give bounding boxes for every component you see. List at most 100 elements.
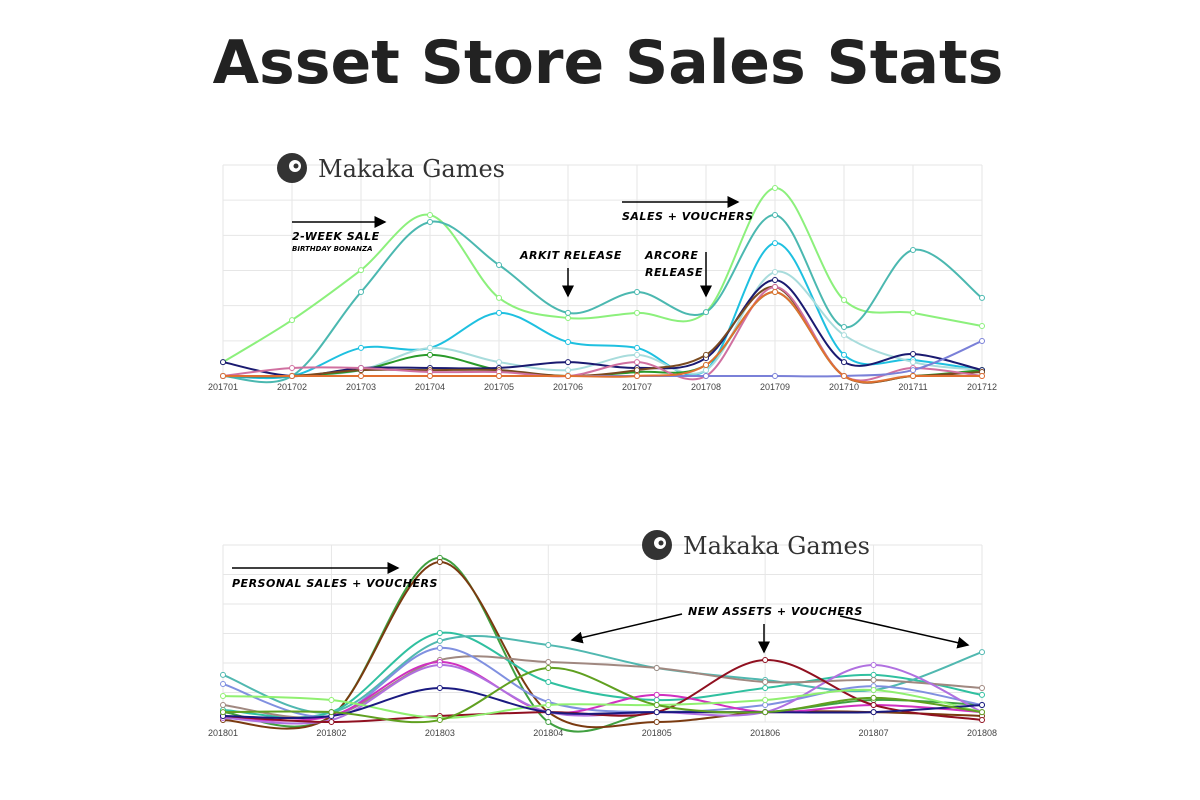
series-line (222, 660, 983, 722)
point (289, 373, 295, 379)
annotation: PERSONAL SALES + VOUCHERS (232, 577, 438, 590)
point (634, 373, 640, 379)
annotation: BIRTHDAY BONANZA (292, 245, 373, 253)
series-line (222, 631, 983, 719)
logo-text: Makaka Games (683, 532, 870, 560)
point (910, 373, 916, 379)
point (979, 294, 985, 301)
x-tick-label: 201703 (346, 382, 376, 392)
point (565, 367, 571, 374)
point (436, 685, 443, 692)
point (220, 671, 226, 678)
point (328, 697, 335, 704)
point (772, 289, 778, 296)
point (634, 309, 640, 316)
point (436, 662, 443, 669)
x-tick-label: 201704 (415, 382, 445, 392)
point (545, 702, 552, 709)
point (653, 702, 660, 709)
point (565, 359, 571, 366)
point (703, 362, 709, 369)
logo-icon (658, 540, 664, 546)
x-tick-label: 201709 (760, 382, 790, 392)
point (979, 717, 985, 724)
point (870, 671, 877, 678)
x-tick-label: 201711 (898, 382, 927, 392)
x-tick-label: 201802 (316, 728, 346, 738)
annotation-arrow (570, 613, 683, 644)
point (910, 309, 916, 316)
point (565, 339, 571, 346)
point (772, 184, 778, 191)
logo-text: Makaka Games (318, 155, 505, 183)
annotation: ARKIT RELEASE (519, 249, 622, 262)
point (565, 314, 571, 321)
series-line (222, 659, 983, 724)
point (703, 351, 709, 358)
annotation-arrow (839, 615, 970, 649)
series-line (222, 285, 983, 382)
point (436, 717, 443, 724)
point (358, 373, 364, 379)
point (289, 364, 295, 371)
point (496, 294, 502, 301)
x-tick-label: 201706 (553, 382, 583, 392)
point (436, 558, 443, 565)
x-tick-label: 201808 (967, 728, 997, 738)
point (841, 351, 847, 358)
point (979, 709, 985, 716)
point (220, 692, 226, 699)
point (496, 373, 502, 379)
point (772, 212, 778, 219)
x-tick-label: 201712 (967, 382, 997, 392)
point (496, 359, 502, 366)
point (703, 373, 709, 379)
point (762, 702, 769, 709)
series-line (222, 688, 983, 719)
point (910, 351, 916, 358)
annotation: ARCORE (644, 249, 698, 262)
point (653, 719, 660, 725)
point (870, 702, 877, 709)
point (841, 297, 847, 304)
point (358, 344, 364, 351)
point (358, 364, 364, 371)
point (220, 709, 226, 716)
point (427, 218, 433, 225)
point (870, 662, 877, 669)
point (545, 678, 552, 685)
series-line (222, 635, 983, 714)
x-tick-label: 201710 (829, 382, 859, 392)
x-tick-label: 201805 (642, 728, 672, 738)
point (910, 359, 916, 366)
point (870, 709, 877, 716)
series-line (222, 667, 983, 724)
x-tick-label: 201701 (208, 382, 238, 392)
point (565, 309, 571, 316)
point (762, 697, 769, 704)
chart: 201801 201802 201803 201804 201805 201806 2018… (208, 530, 997, 738)
point (772, 276, 778, 283)
point (979, 337, 985, 344)
point (634, 351, 640, 358)
point (703, 309, 709, 316)
x-tick-label: 201801 (208, 728, 238, 738)
point (358, 267, 364, 274)
point (772, 283, 778, 290)
point (436, 645, 443, 652)
point (979, 685, 985, 692)
point (496, 309, 502, 316)
annotation: RELEASE (645, 266, 703, 279)
chart: 201701 201702 201703 201704 201705 201706 2017… (208, 153, 997, 392)
annotation: 2-WEEK SALE (292, 230, 380, 243)
point (634, 359, 640, 366)
point (653, 665, 660, 672)
point (910, 247, 916, 254)
point (436, 637, 443, 644)
point (870, 677, 877, 684)
point (545, 719, 552, 725)
point (841, 324, 847, 331)
point (762, 657, 769, 664)
